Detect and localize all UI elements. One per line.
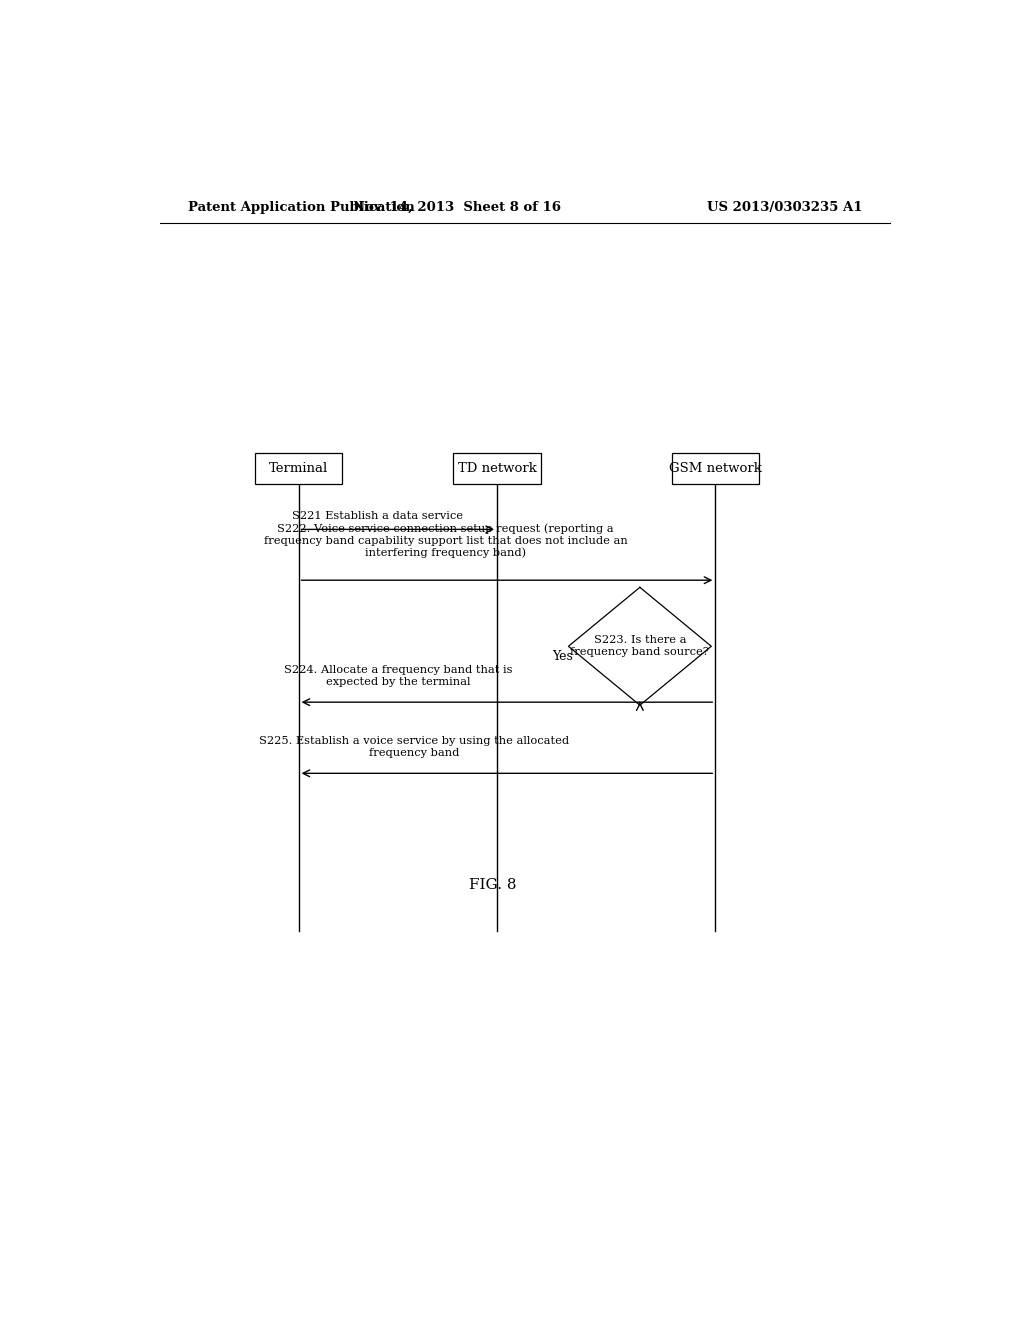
Text: US 2013/0303235 A1: US 2013/0303235 A1 [707, 201, 862, 214]
Text: Yes: Yes [553, 649, 573, 663]
Text: Terminal: Terminal [269, 462, 329, 475]
FancyBboxPatch shape [672, 453, 759, 483]
Text: GSM network: GSM network [669, 462, 762, 475]
Text: TD network: TD network [458, 462, 537, 475]
Text: S222. Voice service connection setup request (reporting a
frequency band capabil: S222. Voice service connection setup req… [263, 524, 628, 558]
Text: S221 Establish a data service: S221 Establish a data service [293, 511, 464, 521]
Text: Patent Application Publication: Patent Application Publication [187, 201, 415, 214]
Text: FIG. 8: FIG. 8 [469, 878, 517, 892]
Text: S224. Allocate a frequency band that is
expected by the terminal: S224. Allocate a frequency band that is … [284, 665, 512, 686]
Text: S225. Establish a voice service by using the allocated
frequency band: S225. Establish a voice service by using… [259, 737, 568, 758]
FancyBboxPatch shape [255, 453, 342, 483]
Text: S223. Is there a
frequency band source?: S223. Is there a frequency band source? [570, 635, 710, 657]
FancyBboxPatch shape [454, 453, 541, 483]
Polygon shape [568, 587, 712, 705]
Text: Nov. 14, 2013  Sheet 8 of 16: Nov. 14, 2013 Sheet 8 of 16 [353, 201, 561, 214]
